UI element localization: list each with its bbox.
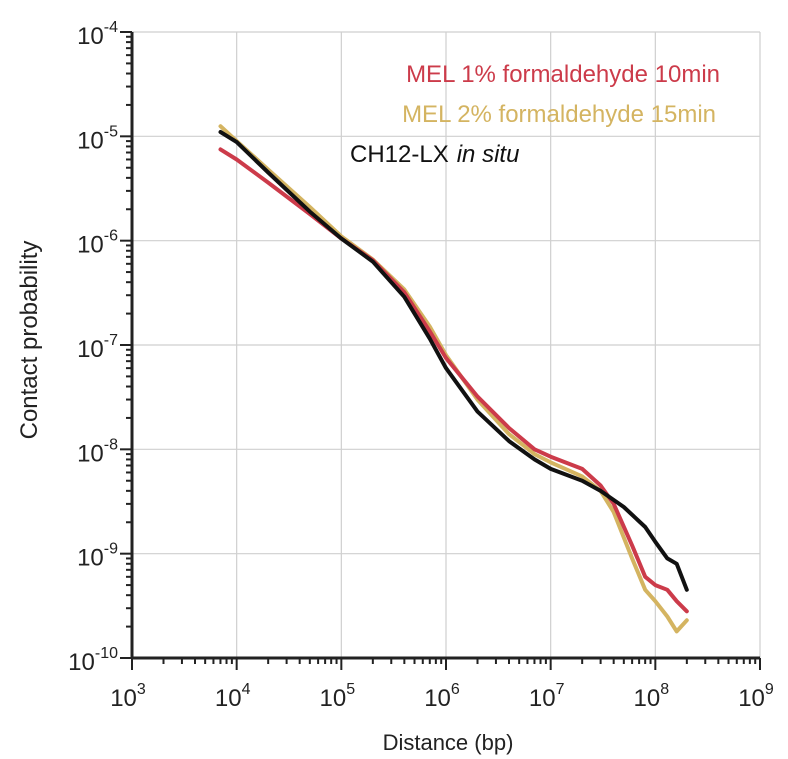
tick-labels: 103 104 105 106 107 108 10910-1010-910-810-710… <box>68 19 774 712</box>
x-tick-exponent: 3 <box>137 681 146 698</box>
x-tick-base: 10 <box>424 685 451 712</box>
x-tick-label: 108 <box>634 681 670 712</box>
y-tick-label: 10-4 <box>77 19 118 50</box>
y-tick-base: 10 <box>77 440 104 467</box>
y-tick-label: 10-8 <box>77 436 118 467</box>
legend-entry-ch12-lx: CH12-LX in situ <box>350 141 519 168</box>
x-tick-exponent: 4 <box>242 681 251 698</box>
legend-entry-ch12-lx-name: CH12-LX <box>350 141 449 168</box>
series-line-mel-2pct <box>218 124 689 634</box>
x-tick-base: 10 <box>320 685 347 712</box>
legend-entry-mel-1pct: MEL 1% formaldehyde 10min <box>406 61 720 88</box>
y-tick-base: 10 <box>77 23 104 50</box>
x-tick-exponent: 8 <box>660 681 669 698</box>
x-axis-title: Distance (bp) <box>383 730 514 755</box>
x-tick-base: 10 <box>529 685 556 712</box>
y-tick-exponent: -6 <box>104 228 118 245</box>
x-tick-base: 10 <box>215 685 242 712</box>
y-tick-label: 10-6 <box>77 228 118 259</box>
y-tick-exponent: -8 <box>104 436 118 453</box>
gridlines <box>132 31 761 658</box>
y-tick-exponent: -9 <box>104 541 118 558</box>
y-tick-exponent: -10 <box>95 645 118 662</box>
x-tick-label: 109 <box>738 681 774 712</box>
x-tick-label: 104 <box>215 681 251 712</box>
x-tick-label: 107 <box>529 681 565 712</box>
x-tick-exponent: 7 <box>556 681 565 698</box>
x-tick-exponent: 9 <box>765 681 774 698</box>
series-line-ch12-lx <box>218 130 689 592</box>
series-lines <box>218 124 689 634</box>
y-tick-exponent: -5 <box>104 123 118 140</box>
y-tick-label: 10-9 <box>77 541 118 572</box>
y-tick-base: 10 <box>77 336 104 363</box>
x-tick-label: 105 <box>320 681 356 712</box>
legend-entry-mel-2pct: MEL 2% formaldehyde 15min <box>402 101 716 128</box>
y-tick-base: 10 <box>77 127 104 154</box>
y-tick-base: 10 <box>68 649 95 676</box>
x-tick-exponent: 6 <box>451 681 460 698</box>
x-tick-base: 10 <box>634 685 661 712</box>
y-tick-base: 10 <box>77 545 104 572</box>
y-tick-label: 10-5 <box>77 123 118 154</box>
x-tick-label: 103 <box>110 681 146 712</box>
x-tick-base: 10 <box>110 685 137 712</box>
y-tick-exponent: -4 <box>104 19 118 36</box>
legend-entry-ch12-lx-condition: in situ <box>457 141 520 168</box>
legend: MEL 1% formaldehyde 10min MEL 2% formald… <box>350 61 720 168</box>
x-tick-base: 10 <box>738 685 765 712</box>
x-tick-exponent: 5 <box>346 681 355 698</box>
y-tick-label: 10-7 <box>77 332 118 363</box>
x-tick-label: 106 <box>424 681 460 712</box>
y-axis-title: Contact probability <box>16 241 43 440</box>
y-tick-label: 10-10 <box>68 645 118 676</box>
axes <box>120 31 761 670</box>
y-tick-base: 10 <box>77 232 104 259</box>
y-tick-exponent: -7 <box>104 332 118 349</box>
